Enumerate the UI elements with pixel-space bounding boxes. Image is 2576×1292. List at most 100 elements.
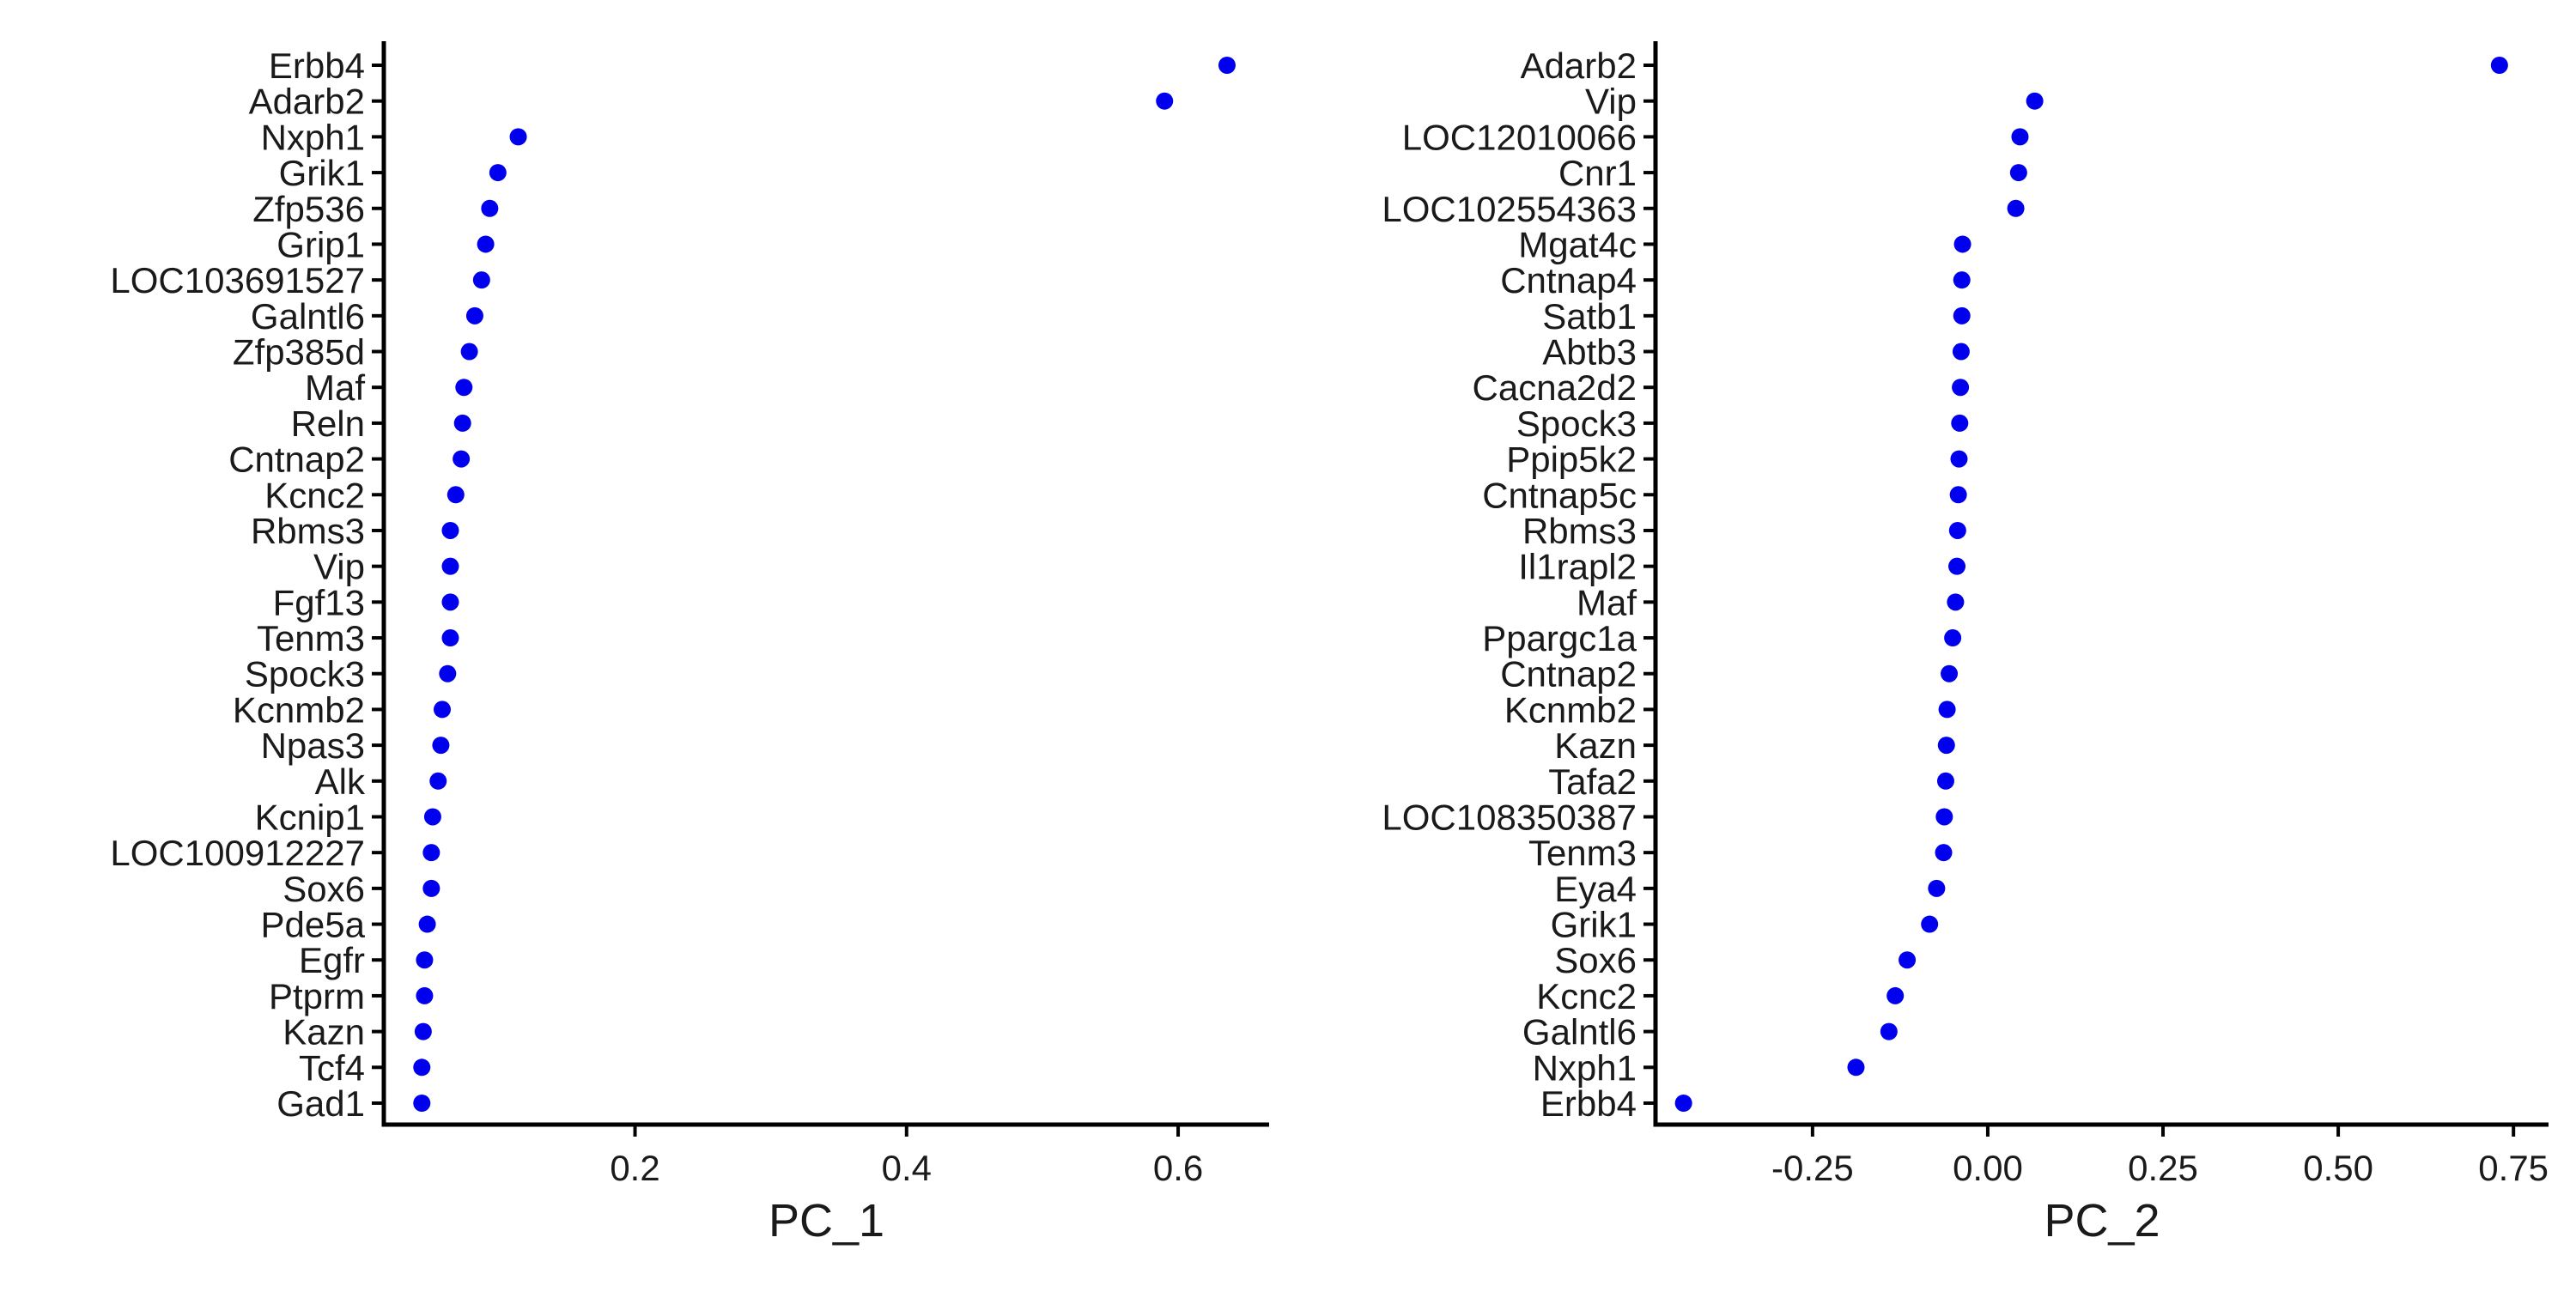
gene-label: Sox6: [283, 869, 365, 909]
gene-label: Ptprm: [269, 976, 365, 1016]
data-point: [1948, 521, 1966, 539]
data-point: [460, 343, 478, 361]
data-point: [2011, 128, 2029, 146]
data-point: [422, 844, 440, 862]
data-point: [418, 915, 436, 933]
gene-label: Nxph1: [1533, 1047, 1637, 1088]
data-point: [1928, 879, 1946, 897]
gene-label: Maf: [305, 367, 365, 408]
data-point: [416, 986, 434, 1004]
x-axis-title: PC_2: [2044, 1195, 2160, 1247]
gene-label: Tenm3: [1528, 833, 1637, 873]
data-point: [1941, 664, 1959, 682]
x-tick-label: 0.00: [1953, 1148, 2023, 1188]
data-point: [1921, 915, 1939, 933]
data-point: [416, 951, 434, 969]
data-point: [441, 629, 459, 647]
data-point: [1218, 57, 1236, 74]
gene-label: Spock3: [245, 654, 365, 695]
data-point: [1951, 414, 1969, 432]
data-point: [481, 199, 499, 217]
data-point: [2026, 92, 2044, 110]
data-point: [433, 701, 451, 719]
data-point: [1950, 450, 1968, 468]
data-point: [1938, 701, 1956, 719]
data-point: [413, 1058, 431, 1077]
x-tick-label: -0.25: [1771, 1148, 1854, 1188]
gene-label: Rbms3: [1522, 511, 1637, 551]
gene-label: Cnr1: [1558, 153, 1637, 193]
data-point: [1952, 379, 1970, 397]
data-point: [1953, 271, 1971, 289]
gene-label: Vip: [1585, 82, 1637, 122]
gene-label: Cntnap4: [1500, 260, 1637, 300]
data-point: [465, 306, 483, 325]
gene-label: Egfr: [299, 940, 365, 980]
data-point: [1953, 306, 1971, 325]
gene-label: Maf: [1577, 582, 1637, 622]
gene-label: Grip1: [276, 224, 365, 264]
gene-label: Galntl6: [1522, 1012, 1637, 1052]
data-point: [441, 593, 459, 611]
data-point: [477, 235, 495, 253]
data-point: [429, 772, 447, 790]
gene-label: Npas3: [261, 725, 365, 766]
gene-label: Vip: [313, 547, 365, 587]
gene-label: LOC103691527: [110, 260, 365, 300]
gene-label: Erbb4: [269, 45, 365, 86]
x-tick-label: 0.6: [1153, 1148, 1203, 1188]
x-tick-label: 0.2: [610, 1148, 659, 1188]
data-point: [1948, 557, 1966, 575]
data-point: [423, 808, 441, 826]
data-point: [413, 1095, 431, 1112]
data-point: [2490, 57, 2508, 74]
gene-label: LOC12010066: [1402, 117, 1637, 157]
data-point: [509, 128, 527, 146]
gene-label: Gad1: [276, 1083, 365, 1124]
gene-label: Tenm3: [257, 618, 365, 658]
x-tick-label: 0.4: [882, 1148, 932, 1188]
gene-label: Grik1: [1551, 905, 1637, 945]
data-point: [1880, 1022, 1898, 1040]
data-point: [1935, 808, 1953, 826]
gene-label: LOC102554363: [1382, 189, 1637, 229]
pc2-panel: Adarb2VipLOC12010066Cnr1LOC102554363Mgat…: [1382, 41, 2549, 1247]
gene-label: Cacna2d2: [1473, 367, 1637, 408]
gene-label: Rbms3: [251, 511, 365, 551]
data-point: [1936, 772, 1954, 790]
gene-label: Adarb2: [1521, 45, 1637, 86]
x-tick-label: 0.75: [2478, 1148, 2549, 1188]
gene-label: Ppip5k2: [1506, 440, 1637, 480]
gene-label: Tcf4: [299, 1047, 365, 1088]
data-point: [1949, 486, 1967, 504]
gene-label: LOC108350387: [1382, 797, 1637, 837]
gene-label: Alk: [315, 761, 366, 802]
x-tick-label: 0.50: [2303, 1148, 2373, 1188]
gene-label: Grik1: [279, 153, 365, 193]
gene-label: Erbb4: [1540, 1083, 1637, 1124]
gene-label: Kcnc2: [264, 475, 365, 515]
x-tick-label: 0.25: [2128, 1148, 2198, 1188]
data-point: [1937, 737, 1955, 755]
x-axis-title: PC_1: [769, 1195, 884, 1247]
gene-label: Cntnap2: [1500, 654, 1637, 695]
gene-label: Fgf13: [273, 582, 365, 622]
gene-label: Reln: [291, 403, 365, 444]
data-point: [414, 1022, 432, 1040]
data-point: [453, 414, 471, 432]
gene-label: Cntnap5c: [1482, 475, 1637, 515]
data-point: [439, 664, 457, 682]
gene-label: Galntl6: [251, 296, 365, 337]
gene-label: Tafa2: [1548, 761, 1637, 802]
data-point: [441, 521, 459, 539]
gene-label: Kazn: [1554, 725, 1637, 766]
data-point: [1953, 235, 1971, 253]
gene-label: Satb1: [1542, 296, 1637, 337]
gene-label: LOC100912227: [110, 833, 365, 873]
gene-label: Ppargc1a: [1482, 618, 1637, 658]
data-point: [1847, 1058, 1865, 1077]
data-point: [1886, 986, 1905, 1004]
gene-label: Kcnc2: [1536, 976, 1637, 1016]
